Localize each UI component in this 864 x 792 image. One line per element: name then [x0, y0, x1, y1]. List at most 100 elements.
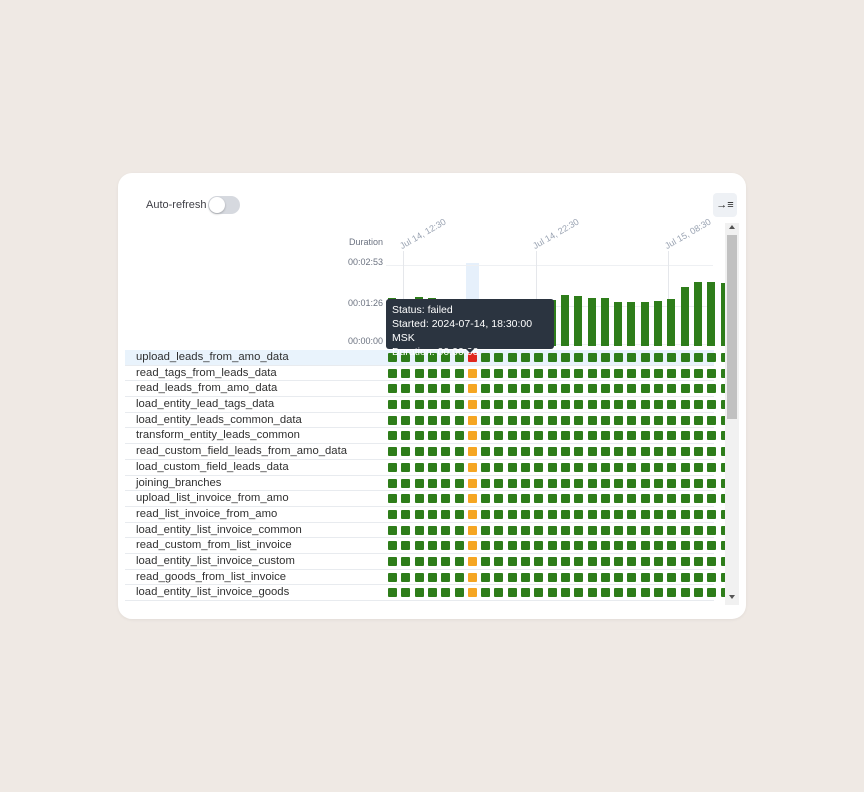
task-instance-square[interactable]	[614, 494, 624, 504]
task-instance-square[interactable]	[388, 572, 397, 582]
task-instance-square[interactable]	[654, 447, 663, 457]
task-instance-square[interactable]	[414, 447, 424, 457]
task-instance-square[interactable]	[667, 588, 677, 598]
task-name[interactable]: read_tags_from_leads_data	[136, 366, 277, 379]
task-instance-square[interactable]	[441, 400, 451, 410]
task-instance-square[interactable]	[600, 588, 610, 598]
task-instance-square[interactable]	[654, 415, 663, 425]
task-instance-square[interactable]	[481, 462, 491, 472]
task-instance-square[interactable]	[388, 447, 397, 457]
task-instance-square[interactable]	[640, 400, 650, 410]
task-instance-square[interactable]	[680, 556, 690, 566]
task-instance-square[interactable]	[574, 509, 584, 519]
task-instance-square[interactable]	[627, 541, 637, 551]
task-instance-square[interactable]	[401, 478, 411, 488]
task-instance-square[interactable]	[627, 462, 637, 472]
task-instance-square[interactable]	[414, 431, 424, 441]
task-instance-square[interactable]	[427, 478, 437, 488]
task-instance-square[interactable]	[388, 431, 397, 441]
task-instance-square[interactable]	[680, 368, 690, 378]
task-instance-square[interactable]	[441, 478, 451, 488]
task-name[interactable]: load_entity_list_invoice_goods	[136, 586, 290, 599]
task-instance-square[interactable]	[707, 525, 717, 535]
task-instance-square[interactable]	[587, 556, 597, 566]
task-instance-square[interactable]	[388, 588, 397, 598]
task-instance-square[interactable]	[654, 353, 663, 362]
task-instance-square[interactable]	[401, 588, 411, 598]
task-instance-square[interactable]	[574, 400, 584, 410]
task-instance-square[interactable]	[507, 541, 517, 551]
task-instance-square[interactable]	[600, 478, 610, 488]
task-instance-square[interactable]	[560, 556, 570, 566]
task-instance-square[interactable]	[454, 353, 464, 362]
task-instance-square[interactable]	[627, 368, 637, 378]
task-instance-square[interactable]	[454, 447, 464, 457]
task-instance-square[interactable]	[414, 384, 424, 394]
task-instance-square[interactable]	[667, 431, 677, 441]
task-instance-square[interactable]	[640, 431, 650, 441]
task-instance-square[interactable]	[547, 588, 557, 598]
task-instance-square[interactable]	[707, 478, 717, 488]
task-instance-square[interactable]	[693, 462, 703, 472]
task-instance-square[interactable]	[614, 353, 624, 362]
task-instance-square[interactable]	[680, 353, 690, 362]
task-instance-square[interactable]	[547, 541, 557, 551]
task-name[interactable]: transform_entity_leads_common	[136, 429, 300, 442]
task-instance-square[interactable]	[494, 462, 504, 472]
task-instance-square[interactable]	[574, 572, 584, 582]
task-instance-square[interactable]	[667, 478, 677, 488]
task-instance-square[interactable]	[494, 447, 504, 457]
task-instance-square[interactable]	[521, 572, 530, 582]
task-instance-square[interactable]	[600, 509, 610, 519]
task-instance-square[interactable]	[454, 368, 464, 378]
task-instance-square[interactable]	[401, 541, 411, 551]
task-instance-square[interactable]	[667, 509, 677, 519]
task-instance-square[interactable]	[521, 494, 530, 504]
task-instance-square[interactable]	[627, 509, 637, 519]
task-instance-square[interactable]	[640, 384, 650, 394]
task-instance-square[interactable]	[560, 368, 570, 378]
task-instance-square[interactable]	[388, 525, 397, 535]
task-instance-square[interactable]	[680, 588, 690, 598]
task-instance-square[interactable]	[507, 494, 517, 504]
task-row[interactable]: read_custom_from_list_invoice	[125, 538, 730, 554]
task-instance-square[interactable]	[481, 478, 491, 488]
task-instance-square[interactable]	[467, 494, 477, 504]
task-instance-square[interactable]	[388, 478, 397, 488]
task-row[interactable]: load_entity_lead_tags_data	[125, 397, 730, 413]
task-instance-square[interactable]	[401, 556, 411, 566]
task-instance-square[interactable]	[627, 415, 637, 425]
task-instance-square[interactable]	[521, 415, 530, 425]
task-instance-square[interactable]	[707, 415, 717, 425]
task-instance-square[interactable]	[680, 415, 690, 425]
task-instance-square[interactable]	[441, 509, 451, 519]
task-instance-square[interactable]	[507, 431, 517, 441]
task-row[interactable]: joining_branches	[125, 476, 730, 492]
task-instance-square[interactable]	[667, 572, 677, 582]
task-instance-square[interactable]	[454, 462, 464, 472]
task-instance-square[interactable]	[414, 525, 424, 535]
task-instance-square[interactable]	[467, 509, 477, 519]
task-instance-square[interactable]	[654, 431, 663, 441]
task-instance-square[interactable]	[560, 462, 570, 472]
task-instance-square[interactable]	[414, 353, 424, 362]
task-instance-square[interactable]	[467, 556, 477, 566]
task-instance-square[interactable]	[574, 462, 584, 472]
task-instance-square[interactable]	[667, 447, 677, 457]
task-instance-square[interactable]	[494, 384, 504, 394]
task-instance-square[interactable]	[441, 525, 451, 535]
task-instance-square[interactable]	[654, 462, 663, 472]
task-instance-square[interactable]	[481, 572, 491, 582]
task-instance-square[interactable]	[547, 415, 557, 425]
task-instance-square[interactable]	[454, 556, 464, 566]
task-row[interactable]: read_leads_from_amo_data	[125, 381, 730, 398]
task-instance-square[interactable]	[481, 431, 491, 441]
task-instance-square[interactable]	[534, 525, 544, 535]
task-instance-square[interactable]	[693, 572, 703, 582]
task-instance-square[interactable]	[640, 415, 650, 425]
task-instance-square[interactable]	[600, 572, 610, 582]
task-instance-square[interactable]	[654, 400, 663, 410]
task-name[interactable]: read_goods_from_list_invoice	[136, 570, 287, 583]
task-instance-square[interactable]	[667, 494, 677, 504]
task-instance-square[interactable]	[560, 572, 570, 582]
